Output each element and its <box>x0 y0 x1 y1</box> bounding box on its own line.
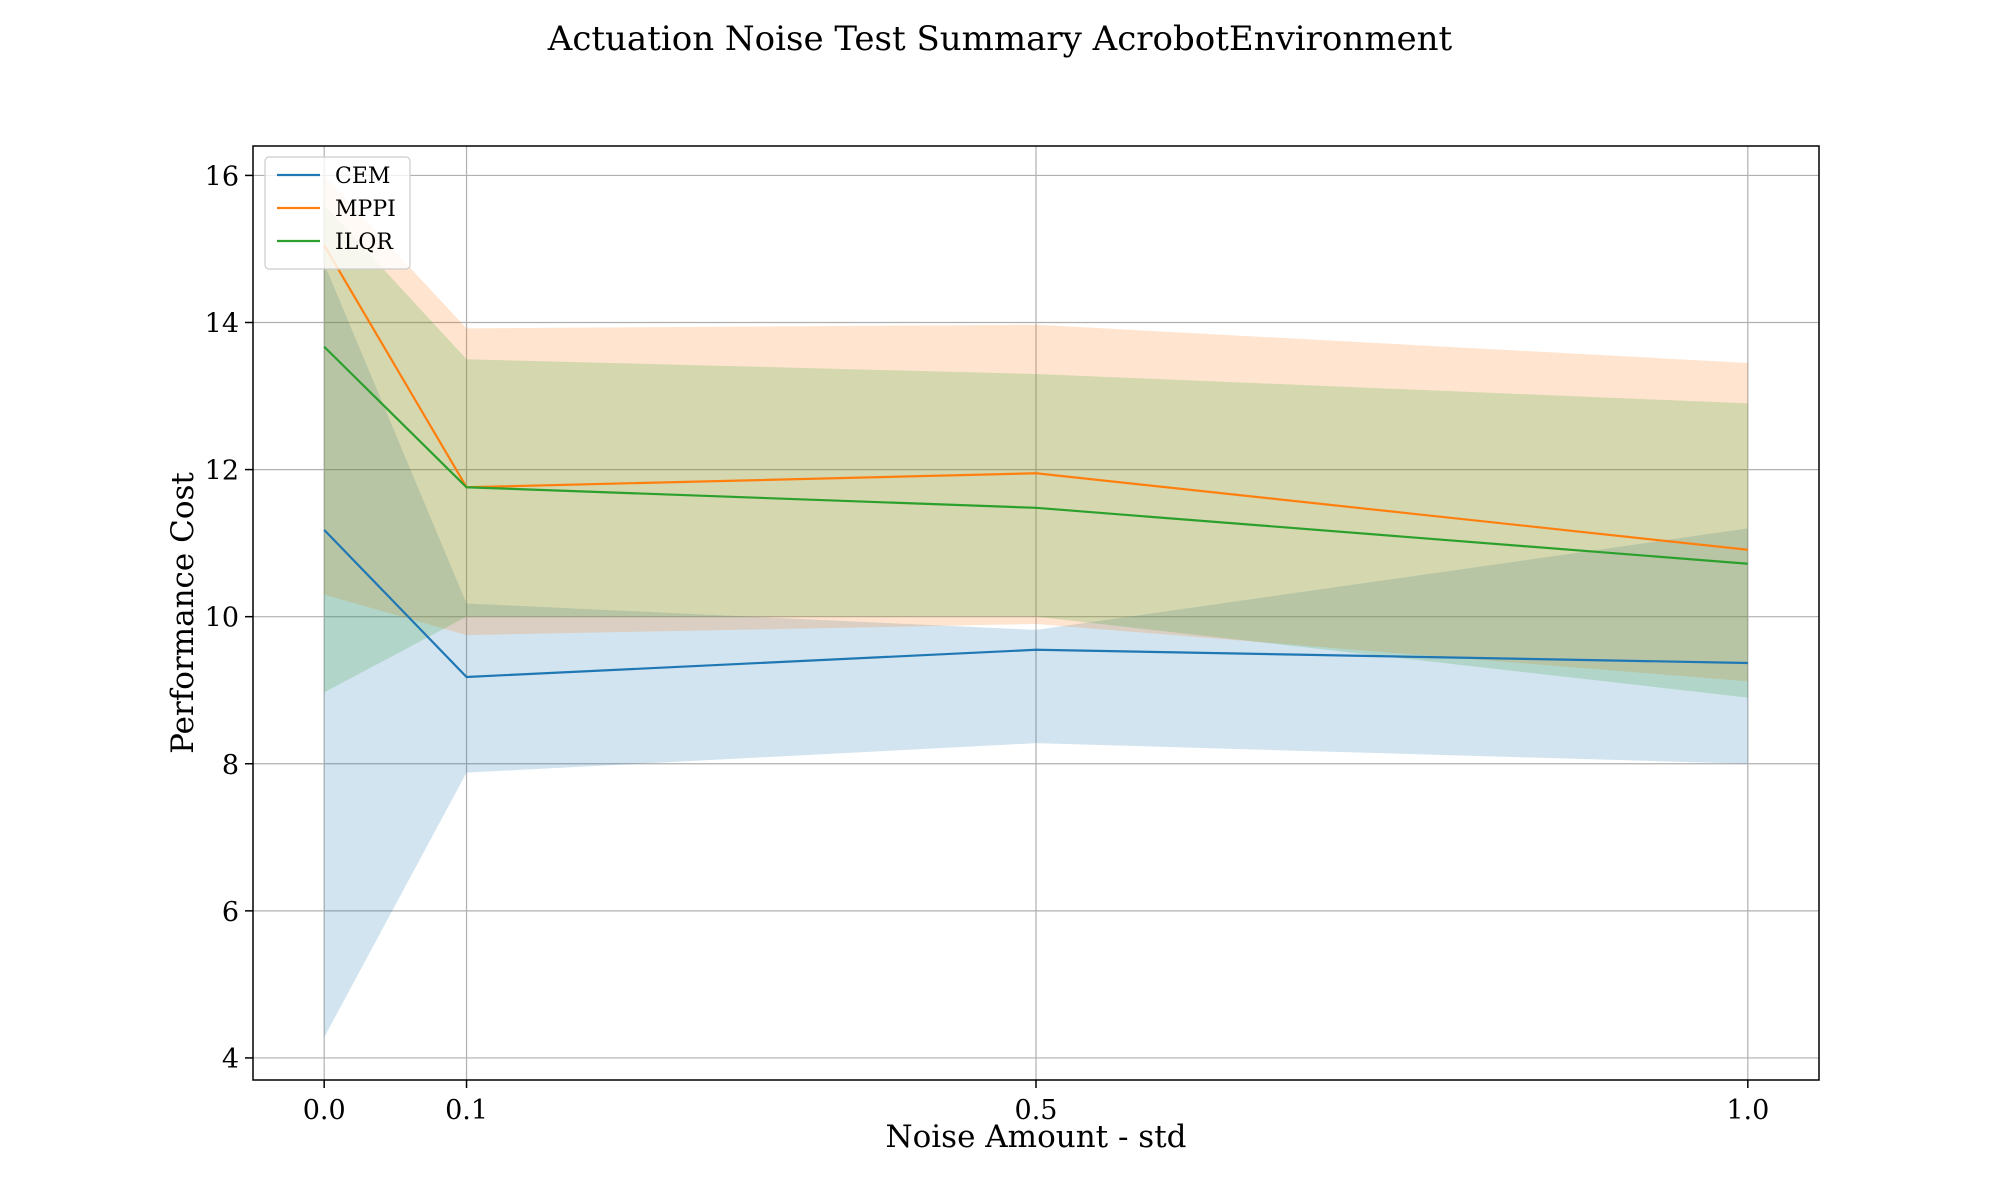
cem-series-line <box>323 529 1748 679</box>
ilqr-legend-label: ILQR <box>335 230 394 255</box>
x-tick-label: 0.5 <box>1015 1095 1058 1126</box>
y-axis-label: Performance Cost <box>165 472 201 754</box>
mppi-series-line <box>323 244 1748 551</box>
series-lines <box>323 244 1748 679</box>
ilqr-series-line <box>323 345 1748 565</box>
x-axis-label: Noise Amount - std <box>885 1119 1186 1155</box>
grid <box>253 146 1819 1080</box>
mppi-confidence-band <box>324 175 1748 682</box>
y-tick-label: 10 <box>205 603 239 634</box>
y-tick-label: 12 <box>205 456 239 487</box>
mppi-legend-label: MPPI <box>335 197 396 222</box>
y-tick-label: 8 <box>222 750 239 781</box>
y-axis-ticks: 4 6 8 10 12 14 16 <box>205 161 253 1075</box>
x-axis-ticks: 0.0 0.1 0.5 1.0 <box>303 1080 1769 1126</box>
y-tick-label: 4 <box>222 1044 239 1075</box>
chart-title: Actuation Noise Test Summary AcrobotEnvi… <box>547 19 1453 59</box>
x-tick-label: 0.1 <box>445 1095 488 1126</box>
y-tick-label: 6 <box>222 897 239 928</box>
y-tick-label: 16 <box>205 161 239 192</box>
ilqr-confidence-band <box>324 204 1748 698</box>
x-tick-label: 0.0 <box>303 1095 346 1126</box>
cem-legend-label: CEM <box>335 164 390 189</box>
x-tick-label: 1.0 <box>1726 1095 1769 1126</box>
legend: CEM MPPI ILQR <box>264 156 411 270</box>
y-tick-label: 14 <box>205 309 239 340</box>
